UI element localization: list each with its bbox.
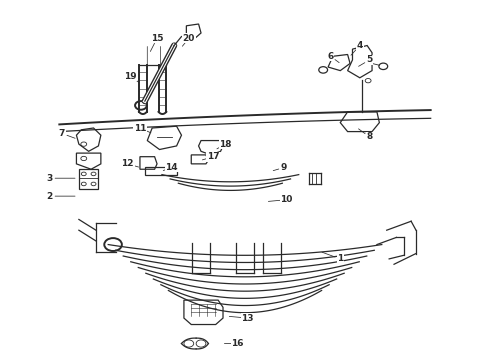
Text: 14: 14: [166, 163, 178, 172]
Text: 12: 12: [122, 159, 134, 168]
Bar: [79, 169, 98, 189]
Text: 19: 19: [124, 72, 137, 81]
Text: 5: 5: [367, 55, 373, 64]
Text: 4: 4: [357, 41, 363, 50]
Text: 3: 3: [47, 174, 53, 183]
Text: 6: 6: [327, 52, 334, 61]
Text: 16: 16: [231, 339, 244, 348]
Text: 7: 7: [59, 129, 65, 138]
Text: 8: 8: [367, 132, 373, 141]
Text: 10: 10: [280, 195, 293, 204]
Text: 2: 2: [47, 192, 53, 201]
Bar: [145, 167, 176, 175]
Text: 17: 17: [207, 152, 220, 161]
Text: 18: 18: [219, 140, 232, 149]
Text: 15: 15: [151, 34, 163, 43]
Text: 11: 11: [134, 123, 146, 132]
Text: 1: 1: [337, 255, 343, 264]
Text: 9: 9: [281, 163, 287, 172]
Text: 20: 20: [183, 34, 195, 43]
Text: 13: 13: [241, 314, 254, 323]
